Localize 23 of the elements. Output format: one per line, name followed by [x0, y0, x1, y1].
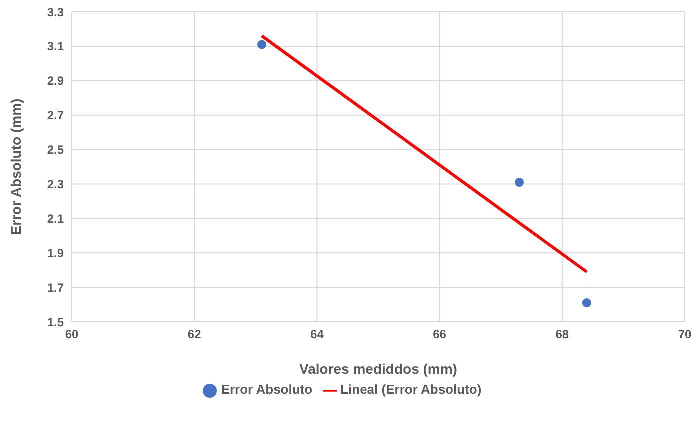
y-tick-label: 1.7	[47, 280, 64, 295]
y-tick-label: 2.7	[47, 108, 64, 123]
legend-label: Error Absoluto	[221, 382, 313, 397]
x-axis-title: Valores mediddos (mm)	[300, 361, 458, 377]
point	[582, 298, 592, 308]
point	[514, 178, 524, 188]
y-tick-label: 1.9	[47, 246, 64, 260]
y-tick-label: 3.1	[47, 40, 64, 54]
point	[258, 40, 267, 50]
x-tick-label: 60	[65, 328, 79, 342]
x-tick-label: 64	[310, 328, 324, 342]
y-tick-label: 3.3	[47, 5, 64, 20]
y-axis-title: Error Absoluto (mm)	[8, 98, 24, 236]
legend-label: Lineal (Error Absoluto)	[340, 382, 482, 397]
y-tick-label: 2.3	[47, 177, 64, 192]
y-tick-label: 2.1	[47, 212, 64, 226]
x-tick-label: 66	[433, 328, 447, 342]
x-tick-label: 68	[556, 328, 570, 342]
x-tick-label: 62	[188, 328, 202, 342]
y-tick-label: 2.5	[47, 143, 64, 158]
y-tick-label: 2.9	[47, 74, 64, 88]
y-tick-label: 1.5	[47, 315, 64, 330]
x-tick-label: 70	[678, 328, 692, 342]
